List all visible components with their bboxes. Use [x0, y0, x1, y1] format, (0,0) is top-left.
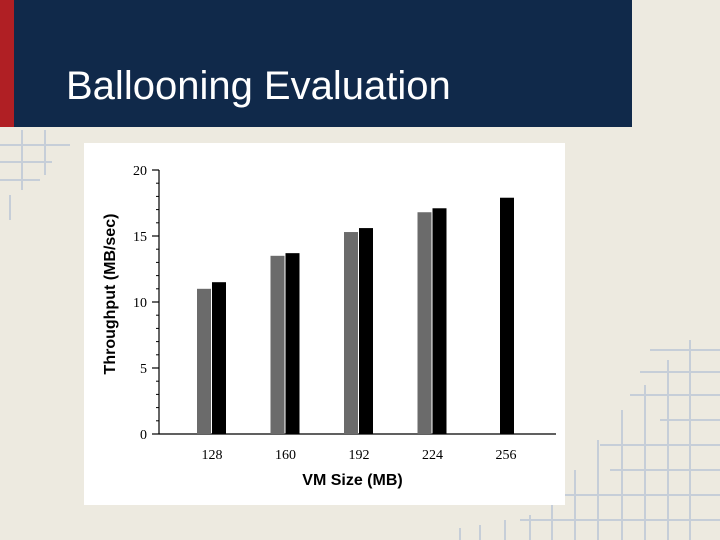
bar	[500, 197, 514, 434]
chart-panel: 0 5 10 15 20 128 160 192 224 256 VM Size (MB) Throu…	[84, 143, 565, 505]
x-tick-label: 192	[349, 448, 370, 463]
y-tick-label: 0	[140, 428, 147, 443]
bar	[417, 212, 432, 434]
x-tick-label: 256	[496, 448, 517, 463]
y-tick-label: 15	[133, 230, 147, 245]
bar-chart: 0 5 10 15 20 128 160 192 224 256 VM Size (MB) Throu…	[102, 164, 556, 489]
x-tick-label: 224	[422, 448, 443, 463]
y-axis-title: Throughput (MB/sec)	[102, 214, 119, 375]
bar	[359, 228, 373, 434]
slide-title: Ballooning Evaluation	[66, 64, 451, 108]
y-tick-label: 20	[133, 164, 147, 179]
bar	[197, 288, 211, 434]
x-axis-title: VM Size (MB)	[302, 472, 402, 489]
bar	[285, 253, 300, 434]
bar	[344, 232, 358, 434]
bar	[212, 282, 226, 434]
bar	[270, 255, 285, 434]
x-tick-label: 128	[202, 448, 223, 463]
title-bar	[0, 0, 632, 127]
x-tick-label: 160	[275, 448, 296, 463]
title-accent-stripe	[0, 0, 14, 127]
y-tick-label: 5	[140, 362, 147, 377]
bar	[432, 208, 447, 434]
y-tick-label: 10	[133, 296, 147, 311]
